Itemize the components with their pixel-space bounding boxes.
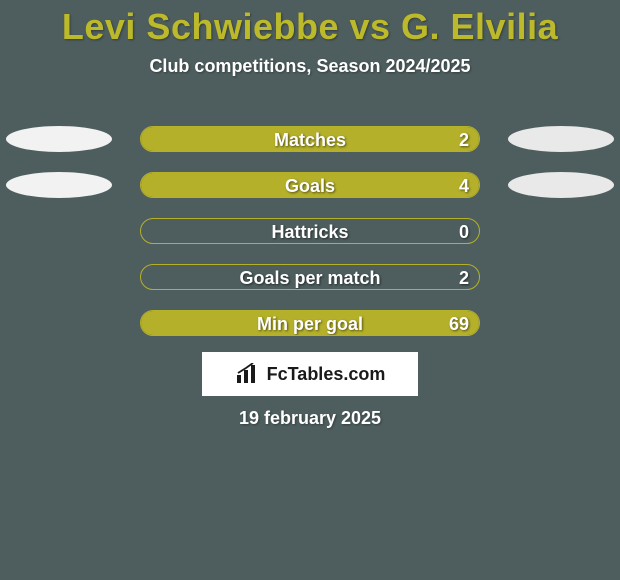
- footer-badge: FcTables.com: [202, 352, 418, 396]
- stat-row: Matches2: [0, 124, 620, 170]
- stat-row: Min per goal69: [0, 308, 620, 354]
- stat-row: Goals per match2: [0, 262, 620, 308]
- stat-bar: Matches2: [140, 126, 480, 152]
- stat-label: Matches: [141, 127, 479, 152]
- date-text: 19 february 2025: [0, 408, 620, 429]
- stat-bar: Goals4: [140, 172, 480, 198]
- stat-value: 4: [459, 173, 469, 198]
- bar-chart-icon: [235, 363, 261, 385]
- stat-value: 0: [459, 219, 469, 244]
- stat-label: Goals per match: [141, 265, 479, 290]
- page-subtitle: Club competitions, Season 2024/2025: [0, 56, 620, 77]
- stat-value: 2: [459, 265, 469, 290]
- stat-row: Hattricks0: [0, 216, 620, 262]
- right-oval: [508, 126, 614, 152]
- stat-row: Goals4: [0, 170, 620, 216]
- footer-brand-text: FcTables.com: [267, 364, 386, 385]
- stat-rows: Matches2Goals4Hattricks0Goals per match2…: [0, 124, 620, 354]
- stat-bar: Goals per match2: [140, 264, 480, 290]
- left-oval: [6, 126, 112, 152]
- stat-label: Goals: [141, 173, 479, 198]
- left-oval: [6, 172, 112, 198]
- stat-bar: Hattricks0: [140, 218, 480, 244]
- stat-bar: Min per goal69: [140, 310, 480, 336]
- stat-value: 2: [459, 127, 469, 152]
- right-oval: [508, 172, 614, 198]
- stat-label: Hattricks: [141, 219, 479, 244]
- stat-label: Min per goal: [141, 311, 479, 336]
- comparison-infographic: Levi Schwiebbe vs G. Elvilia Club compet…: [0, 0, 620, 580]
- page-title: Levi Schwiebbe vs G. Elvilia: [0, 0, 620, 48]
- stat-value: 69: [449, 311, 469, 336]
